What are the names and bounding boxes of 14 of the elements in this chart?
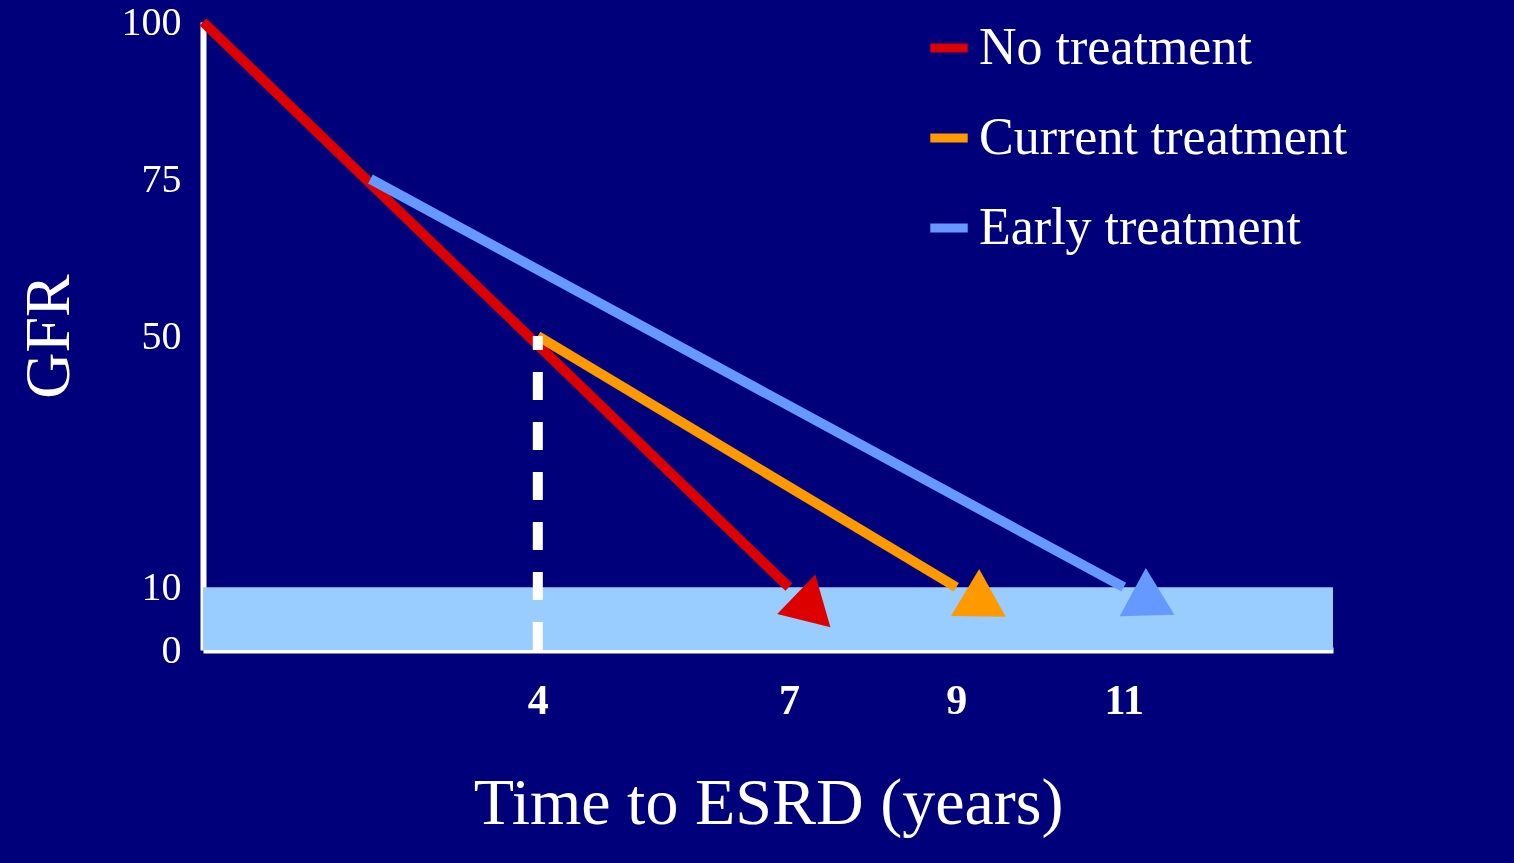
legend-label: Current treatment <box>979 108 1348 165</box>
x-tick-label: 9 <box>946 676 968 723</box>
x-axis-title: Time to ESRD (years) <box>473 764 1064 839</box>
y-tick-label: 100 <box>121 0 182 44</box>
x-tick-label: 11 <box>1104 676 1145 723</box>
x-tick-label: 7 <box>778 676 800 723</box>
y-tick-label: 0 <box>161 626 182 672</box>
y-tick-label: 50 <box>141 312 182 358</box>
y-tick-label: 10 <box>141 563 182 609</box>
legend-label: Early treatment <box>979 198 1302 255</box>
y-axis-title: GFR <box>11 273 83 399</box>
x-tick-label: 4 <box>527 676 549 723</box>
legend-label: No treatment <box>979 18 1253 75</box>
y-tick-label: 75 <box>141 155 182 201</box>
